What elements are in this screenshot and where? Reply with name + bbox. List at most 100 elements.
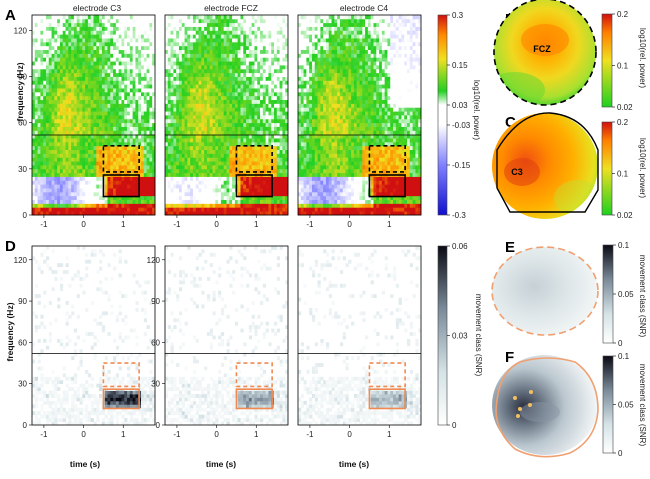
dashed-analysis-box <box>235 144 273 173</box>
colorbar-tick-label: 0.1 <box>617 170 629 179</box>
colorbar-f-ticks: 0.1 0.05 0 <box>613 352 634 458</box>
y-tick-label: 30 <box>18 380 27 389</box>
colorbar-tick-label: -0.15 <box>452 161 471 170</box>
y-tick-label: 0 <box>23 421 28 430</box>
colorbar-b <box>601 13 613 108</box>
x-tick-label: 0 <box>214 430 219 439</box>
panel-label-d: D <box>5 238 16 255</box>
colorbar-a-ticks: 0.3 0.15 0.03 -0.03 -0.15 -0.3 <box>447 11 471 220</box>
scalp-map-f <box>492 355 599 458</box>
panel-d-classification-maps: -1 0 1 0 30 60 90 120 -1 0 1 0 30 60 90 120 -1 0 1 <box>14 245 422 439</box>
x-tick-label: 1 <box>121 430 126 439</box>
colorbar-b-ticks: 0.2 0.1 0.02 <box>612 10 633 112</box>
colorbar-f-label: movement class (SNR) <box>638 364 647 447</box>
x-tick-label: 0 <box>347 430 352 439</box>
y-tick-label: 120 <box>147 256 161 265</box>
panel-label-e: E <box>505 239 515 256</box>
colorbar-e-label: movement class (SNR) <box>638 255 647 338</box>
colorbar-d <box>437 245 448 426</box>
colorbar-tick-label: 0.2 <box>617 118 629 127</box>
colorbar-b-label: log10(rel. power) <box>638 28 647 88</box>
y-tick-label: 60 <box>151 338 160 347</box>
electrode-marker <box>528 403 532 407</box>
electrode-title-c3: electrode C3 <box>73 3 121 13</box>
electrode-marker <box>518 407 522 411</box>
colorbar-tick-label: 0.2 <box>617 10 629 19</box>
panel-d-xlabel-fcz: time (s) <box>206 459 236 469</box>
panel-d-xlabel-c4: time (s) <box>339 459 369 469</box>
x-tick-label: -1 <box>40 220 48 229</box>
panel-a-ylabel: frequency (Hz) <box>15 62 25 121</box>
colorbar-tick-label: 0.1 <box>617 62 629 71</box>
colorbar-c-label: log10(rel. power) <box>638 138 647 198</box>
x-tick-label: -1 <box>306 220 314 229</box>
scalp-map-b: FCZ <box>493 0 597 106</box>
colorbar-c-ticks: 0.2 0.1 0.02 <box>612 118 633 220</box>
colorbar-d-label: movement class (SNR) <box>474 294 483 377</box>
colorbar-c <box>601 121 613 216</box>
y-tick-label: 30 <box>18 165 27 174</box>
colorbar-tick-label: 0.03 <box>452 101 468 110</box>
scalp-map-c: C3 <box>492 112 599 219</box>
electrode-title-fcz: electrode FCZ <box>204 3 258 13</box>
dashed-analysis-box <box>368 362 406 388</box>
x-tick-label: -1 <box>173 430 181 439</box>
solid-analysis-box <box>102 174 140 198</box>
colorbar-tick-label: 0 <box>618 339 623 348</box>
colorbar-tick-label: 0.02 <box>617 211 633 220</box>
panel-d-xlabel-c3: time (s) <box>70 459 100 469</box>
colorbar-tick-label: 0.3 <box>452 11 464 20</box>
x-tick-label: 0 <box>81 220 86 229</box>
y-tick-label: 30 <box>151 380 160 389</box>
panel-a-spectrograms: -1 0 1 0 30 60 90 120 -1 0 1 -1 0 1 <box>14 14 422 229</box>
solid-analysis-box <box>102 388 140 410</box>
colorbar-tick-label: 0.06 <box>452 242 468 251</box>
spectrogram-c3: -1 0 1 0 30 60 90 120 <box>14 14 156 229</box>
electrode-marker <box>529 390 533 394</box>
colorbar-tick-label: 0.1 <box>618 241 630 250</box>
dashed-analysis-box <box>235 362 273 388</box>
x-tick-label: 1 <box>387 220 392 229</box>
colorbar-tick-label: 0.02 <box>617 103 633 112</box>
colorbar-tick-label: 0.05 <box>618 290 634 299</box>
x-tick-label: 0 <box>347 220 352 229</box>
colorbar-tick-label: -0.03 <box>452 121 471 130</box>
y-tick-label: 120 <box>14 256 28 265</box>
x-tick-label: -1 <box>306 430 314 439</box>
x-tick-label: 1 <box>254 430 259 439</box>
dashed-analysis-box <box>102 362 140 388</box>
scalp-outline-b <box>493 0 597 106</box>
colorbar-tick-label: 0.15 <box>452 61 468 70</box>
colorbar-tick-label: 0 <box>618 449 623 458</box>
colorbar-tick-label: 0.1 <box>618 352 630 361</box>
y-tick-label: 0 <box>156 421 161 430</box>
solid-analysis-box <box>368 174 406 198</box>
x-tick-label: 1 <box>121 220 126 229</box>
dashed-analysis-box <box>368 144 406 173</box>
x-tick-label: 1 <box>254 220 259 229</box>
x-tick-label: -1 <box>173 220 181 229</box>
electrode-title-c4: electrode C4 <box>340 3 388 13</box>
x-tick-label: 0 <box>214 220 219 229</box>
scalp-electrode-label-fcz: FCZ <box>533 44 551 54</box>
electrode-marker <box>513 396 517 400</box>
y-tick-label: 120 <box>14 26 28 35</box>
colorbar-e-ticks: 0.1 0.05 0 <box>613 241 634 348</box>
colorbar-e <box>602 244 614 344</box>
electrode-marker <box>516 414 520 418</box>
colorbar-tick-label: 0.05 <box>618 401 634 410</box>
classification-map-c4: -1 0 1 <box>297 245 422 439</box>
x-tick-label: -1 <box>40 430 48 439</box>
y-tick-label: 90 <box>18 73 27 82</box>
solid-analysis-box <box>235 388 273 410</box>
classification-map-fcz: -1 0 1 0 30 60 90 120 <box>147 245 289 439</box>
panel-label-c: C <box>505 114 516 131</box>
panel-label-a: A <box>5 7 16 24</box>
panel-d-ylabel: frequency (Hz) <box>5 302 15 361</box>
y-tick-label: 60 <box>18 338 27 347</box>
spectrogram-c4: -1 0 1 <box>297 14 422 229</box>
y-tick-label: 0 <box>23 211 28 220</box>
scalp-map-e <box>491 246 599 336</box>
y-tick-label: 90 <box>18 297 27 306</box>
